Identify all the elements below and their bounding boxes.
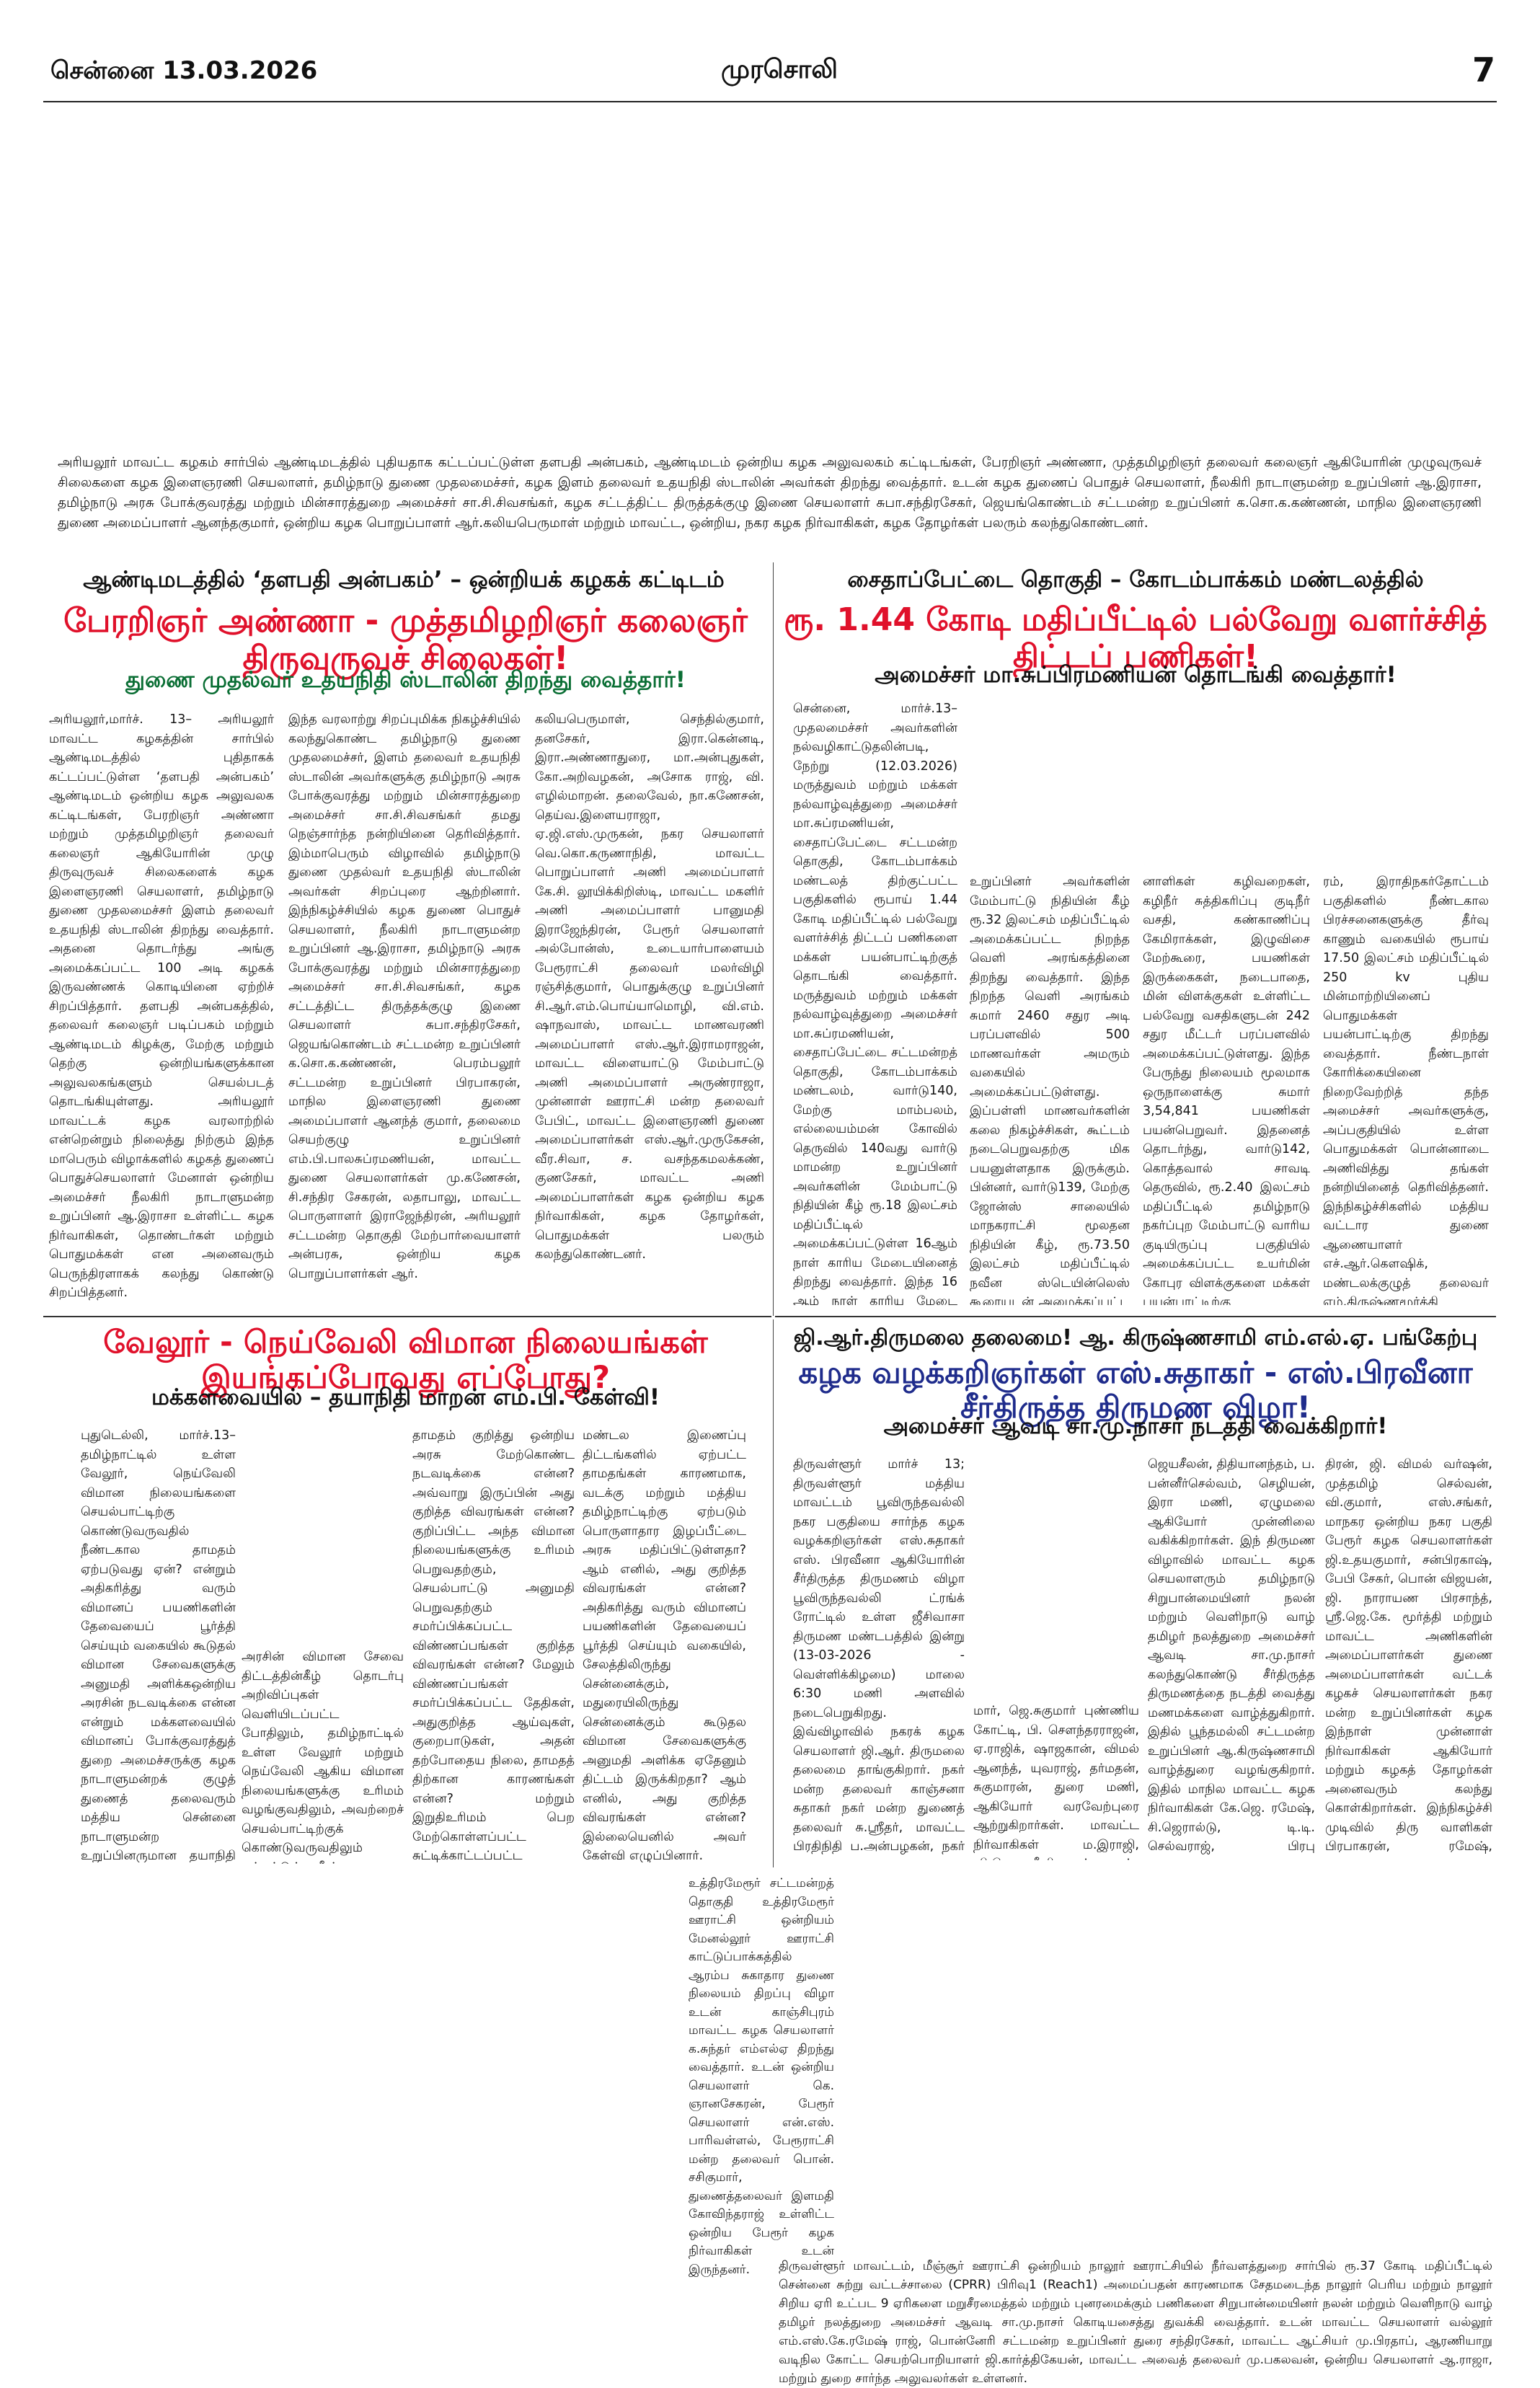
story1-kicker: ஆண்டிமடத்தில் ‘தளபதி அன்பகம்’ – ஒன்றியக்… — [83, 567, 725, 593]
story4-headline: கழக வழக்கறிஞர்கள் எஸ்.சுதாகர் - எஸ்.பிரவ… — [798, 1355, 1473, 1425]
column-divider-2 — [773, 1319, 774, 1867]
story2-column-3: னாளிகள் கழிவறைகள், கழிநீர் சுத்திகரிப்பு… — [1143, 875, 1310, 1305]
story2-kicker: சைதாப்பேட்டை தொகுதி – கோடம்பாக்கம் மண்டல… — [847, 567, 1424, 593]
story4-column-3: ஜெயசீலன், திதியானந்தம், ப. பன்னீர்செல்வம… — [1148, 1457, 1315, 1859]
story2-headline: ரூ. 1.44 கோடி மதிப்பீட்டில் பல்வேறு வளர்… — [784, 601, 1487, 675]
header-rule — [43, 101, 1497, 102]
story4-column-4: திரன், ஜி. விமல் வர்ஷன், முத்தமிழ் செல்வ… — [1325, 1457, 1492, 1859]
edition-date: சென்னை 13.03.2026 — [50, 56, 318, 85]
story3-headline: வேலூர் - நெய்வேலி விமான நிலையங்கள் இயங்க… — [103, 1325, 708, 1397]
story1-subhead: துணை முதல்வர் உதயநிதி ஸ்டாலின் திறந்து வ… — [125, 667, 686, 693]
lower-right-photo-caption: திருவள்ளூர் மாவட்டம், மீஞ்சூர் ஊராட்சி ஒ… — [779, 2259, 1492, 2386]
page-number: 7 — [1472, 50, 1495, 89]
story2-column-1: சென்னை, மார்ச்.13– முதலமைச்சர் அவர்களின்… — [793, 702, 957, 1305]
story3-column-3: தாமதம் குறித்து ஒன்றிய அரசு மேற்கொண்ட நட… — [412, 1428, 575, 1862]
story4-column-2: மார், ஜெ.சுகுமார் புண்ணிய கோட்டி, பி. சௌ… — [973, 1704, 1139, 1860]
top-photo-caption: அரியலூர் மாவட்ட கழகம் சார்பில் ஆண்டிமடத்… — [58, 455, 1482, 531]
story3-column-2: அரசின் விமான சேவை திட்டத்தின்கீழ் தொடர்ப… — [242, 1650, 404, 1864]
story3-photo — [242, 1426, 404, 1621]
story2-subhead: அமைச்சர் மா.சுப்பிரமணியன் தொடங்கி வைத்தா… — [875, 662, 1397, 688]
story2-column-2: உறுப்பினர் அவர்களின் மேம்பாட்டு நிதியின்… — [970, 875, 1130, 1305]
story2-column-4: ரம், இராதிநகர்தோட்டம் பகுதிகளில் நீண்டகா… — [1323, 875, 1489, 1305]
story4-subhead: அமைச்சர் ஆவடி சா.மு.நாசர் நடத்தி வைக்கிற… — [883, 1413, 1388, 1439]
story4-column-1: திருவள்ளூர் மார்ச் 13; திருவள்ளூர் மத்தி… — [793, 1457, 965, 1859]
side-photo-caption: உத்திரமேரூர் சட்டமன்றத் தொகுதி உத்திரமேர… — [689, 1876, 834, 2277]
story4-kicker: ஜி.ஆர்.திருமலை தலைமை! ஆ. கிருஷ்ணசாமி எம்… — [793, 1325, 1478, 1350]
column-divider — [773, 562, 774, 1316]
story4-photo — [973, 1455, 1139, 1686]
story3-column-4: மண்டல இணைப்பு திட்டங்களில் ஏற்பட்ட தாமதங… — [583, 1428, 746, 1862]
story1-headline: பேரறிஞர் அண்ணா - முத்தமிழறிஞர் கலைஞர் தி… — [63, 601, 748, 677]
story1-column-2: இந்த வரலாற்று சிறப்புமிக்க நிகழ்ச்சியில்… — [288, 712, 521, 1281]
story1-column-1: அரியலூர்,மார்ச். 13– அரியலூர் மாவட்ட கழக… — [49, 712, 274, 1300]
story2-photo-area — [970, 699, 1489, 864]
story3-column-1: புதுடெல்லி, மார்ச்.13– தமிழ்நாட்டில் உள்… — [81, 1428, 236, 1862]
lower-right-photo-area — [844, 1875, 1496, 2250]
section-rule-right — [775, 1316, 1496, 1317]
story1-column-3: கலியபெருமாள், செந்தில்குமார், தனசேகர், இ… — [535, 712, 764, 1262]
top-photo-area — [45, 108, 1497, 452]
newspaper-name: முரசொலி — [721, 55, 838, 84]
lower-left-photo-area — [43, 1882, 678, 2358]
story3-subhead: மக்களவையில் – தயாநிதி மாறன் எம்.பி. கேள்… — [151, 1384, 660, 1410]
section-rule-left — [43, 1316, 771, 1317]
